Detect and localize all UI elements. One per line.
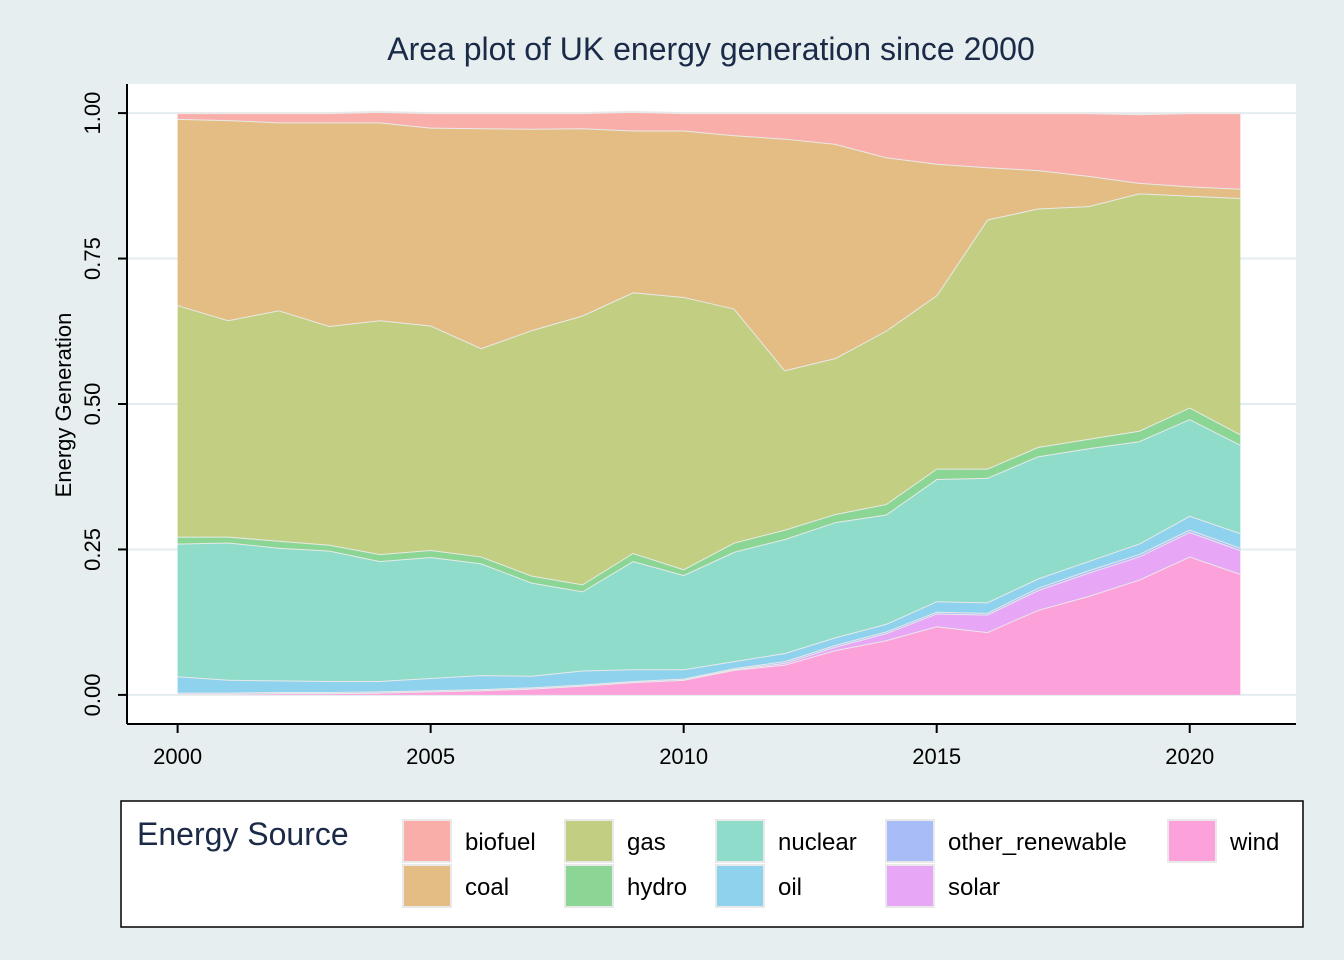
- chart-title: Area plot of UK energy generation since …: [387, 31, 1035, 67]
- legend-title: Energy Source: [137, 816, 349, 852]
- legend: Energy Source biofuel coal gas hydro nuclear…: [120, 800, 1304, 928]
- x-tick-label: 2000: [153, 744, 202, 769]
- area-solar: [177, 532, 1241, 694]
- y-tick-label: 0.00: [80, 673, 105, 716]
- legend-label-biofuel: biofuel: [465, 829, 536, 856]
- legend-swatch-wind: [1167, 819, 1217, 863]
- legend-label-gas: gas: [627, 829, 666, 856]
- legend-items: biofuel coal gas hydro nuclear oil other_renew…: [402, 819, 1279, 908]
- legend-swatch-coal: [402, 864, 452, 908]
- x-tick-label: 2020: [1165, 744, 1214, 769]
- axes: 0.00 0.25 0.50 0.75 1.00 2000 2005 2010 2015 2020: [80, 84, 1296, 769]
- legend-swatch-gas: [564, 819, 614, 863]
- legend-swatch-oil: [715, 864, 765, 908]
- y-tick-label: 0.25: [80, 528, 105, 571]
- area-coal: [177, 118, 1241, 371]
- legend-label-coal: coal: [465, 874, 509, 901]
- legend-swatch-solar: [885, 864, 935, 908]
- legend-label-oil: oil: [778, 874, 802, 901]
- area-edge-biofuel: [177, 110, 1241, 116]
- legend-label-nuclear: nuclear: [778, 829, 857, 856]
- legend-swatch-other-renewable: [885, 819, 935, 863]
- area-nuclear: [177, 419, 1241, 681]
- y-tick-label: 0.75: [80, 237, 105, 280]
- area-series: [177, 110, 1241, 695]
- y-tick-label: 1.00: [80, 92, 105, 135]
- area-gas: [177, 193, 1241, 585]
- area-wind: [177, 556, 1241, 695]
- legend-swatch-hydro: [564, 864, 614, 908]
- legend-label-solar: solar: [948, 874, 1000, 901]
- legend-box: [120, 800, 1304, 928]
- legend-swatch-nuclear: [715, 819, 765, 863]
- legend-label-wind: wind: [1229, 829, 1279, 856]
- x-tick-label: 2010: [659, 744, 708, 769]
- legend-label-other-renewable: other_renewable: [948, 829, 1127, 856]
- x-tick-label: 2015: [912, 744, 961, 769]
- y-axis-label: Energy Generation: [51, 313, 76, 498]
- area-biofuel: [177, 111, 1241, 189]
- legend-swatch-biofuel: [402, 819, 452, 863]
- y-tick-label: 0.50: [80, 383, 105, 426]
- x-tick-label: 2005: [406, 744, 455, 769]
- legend-label-hydro: hydro: [627, 874, 687, 901]
